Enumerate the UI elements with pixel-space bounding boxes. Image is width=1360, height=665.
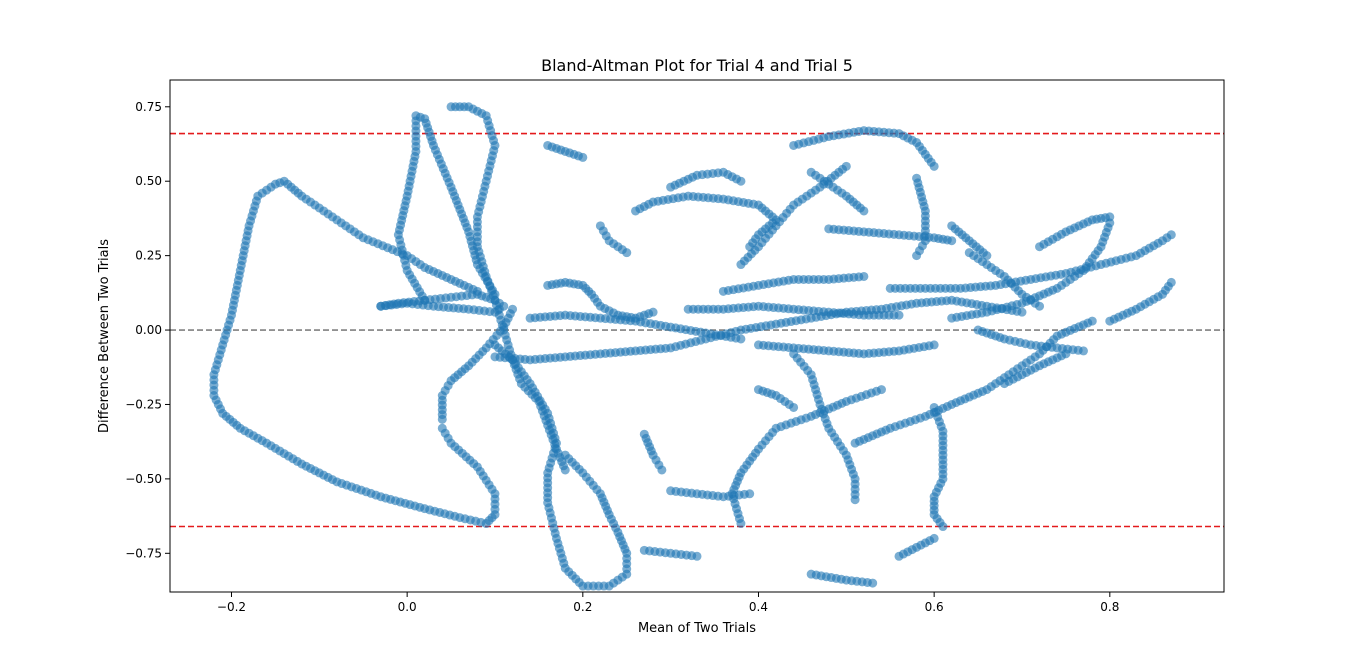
y-axis-ticks: −0.75 −0.50 −0.25 0.00 0.25 0.50 0.75 <box>125 100 170 560</box>
y-tick-label: 0.75 <box>135 100 162 114</box>
data-point <box>376 301 386 311</box>
data-point <box>982 251 992 261</box>
data-point <box>947 236 957 246</box>
data-point <box>1017 307 1027 317</box>
y-tick-label: −0.75 <box>125 546 162 560</box>
data-point <box>850 495 860 505</box>
x-axis-ticks: −0.2 0.0 0.2 0.4 0.6 0.8 <box>217 592 1119 614</box>
x-axis-label: Mean of Two Trials <box>638 621 756 636</box>
data-point <box>894 310 904 320</box>
data-point <box>648 307 658 317</box>
y-tick-label: 0.00 <box>135 323 162 337</box>
data-point <box>929 340 939 350</box>
data-point <box>736 176 746 186</box>
data-point <box>1087 316 1097 326</box>
data-point <box>876 385 886 395</box>
chart-title: Bland-Altman Plot for Trial 4 and Trial … <box>541 56 853 75</box>
y-axis-label: Difference Between Two Trials <box>97 239 112 433</box>
data-point <box>736 334 746 344</box>
data-point <box>560 465 570 475</box>
data-point <box>929 533 939 543</box>
data-point <box>929 161 939 171</box>
data-point <box>841 161 851 171</box>
x-tick-label: 0.8 <box>1100 600 1119 614</box>
data-point <box>1078 346 1088 356</box>
data-point <box>560 450 570 460</box>
data-point <box>1061 349 1071 359</box>
data-point <box>1105 212 1115 222</box>
data-point <box>912 251 922 261</box>
data-point <box>692 551 702 561</box>
data-point <box>437 414 447 424</box>
data-point <box>657 465 667 475</box>
data-point <box>868 578 878 588</box>
data-point <box>437 423 447 433</box>
y-tick-label: 0.50 <box>135 174 162 188</box>
y-tick-label: −0.25 <box>125 397 162 411</box>
data-point <box>1166 230 1176 240</box>
plot-frame <box>169 79 1225 593</box>
data-point <box>578 152 588 162</box>
x-tick-label: 0.6 <box>925 600 944 614</box>
data-point <box>1166 277 1176 287</box>
data-point <box>745 489 755 499</box>
data-point <box>938 522 948 532</box>
y-tick-label: −0.50 <box>125 472 162 486</box>
data-point <box>1035 301 1045 311</box>
data-points <box>209 102 1176 591</box>
x-tick-label: 0.0 <box>398 600 417 614</box>
data-point <box>859 206 869 216</box>
x-tick-label: −0.2 <box>217 600 246 614</box>
x-tick-label: 0.4 <box>749 600 768 614</box>
data-point <box>789 402 799 412</box>
y-tick-label: 0.25 <box>135 249 162 263</box>
data-point <box>622 248 632 258</box>
data-point <box>859 271 869 281</box>
x-tick-label: 0.2 <box>573 600 592 614</box>
